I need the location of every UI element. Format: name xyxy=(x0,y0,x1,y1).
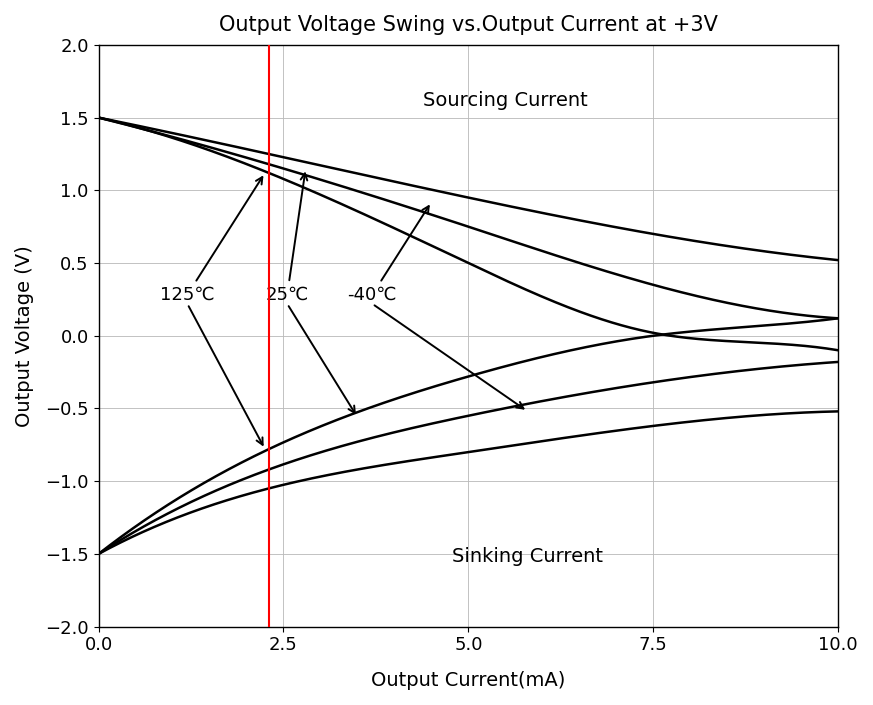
Y-axis label: Output Voltage (V): Output Voltage (V) xyxy=(15,245,34,427)
Text: -40℃: -40℃ xyxy=(347,206,429,304)
Text: Sinking Current: Sinking Current xyxy=(452,547,603,566)
Text: 25℃: 25℃ xyxy=(265,173,309,304)
Text: Sourcing Current: Sourcing Current xyxy=(423,91,588,110)
Text: 125℃: 125℃ xyxy=(160,177,262,304)
X-axis label: Output Current(mA): Output Current(mA) xyxy=(371,671,566,690)
Title: Output Voltage Swing vs.Output Current at +3V: Output Voltage Swing vs.Output Current a… xyxy=(219,15,718,35)
